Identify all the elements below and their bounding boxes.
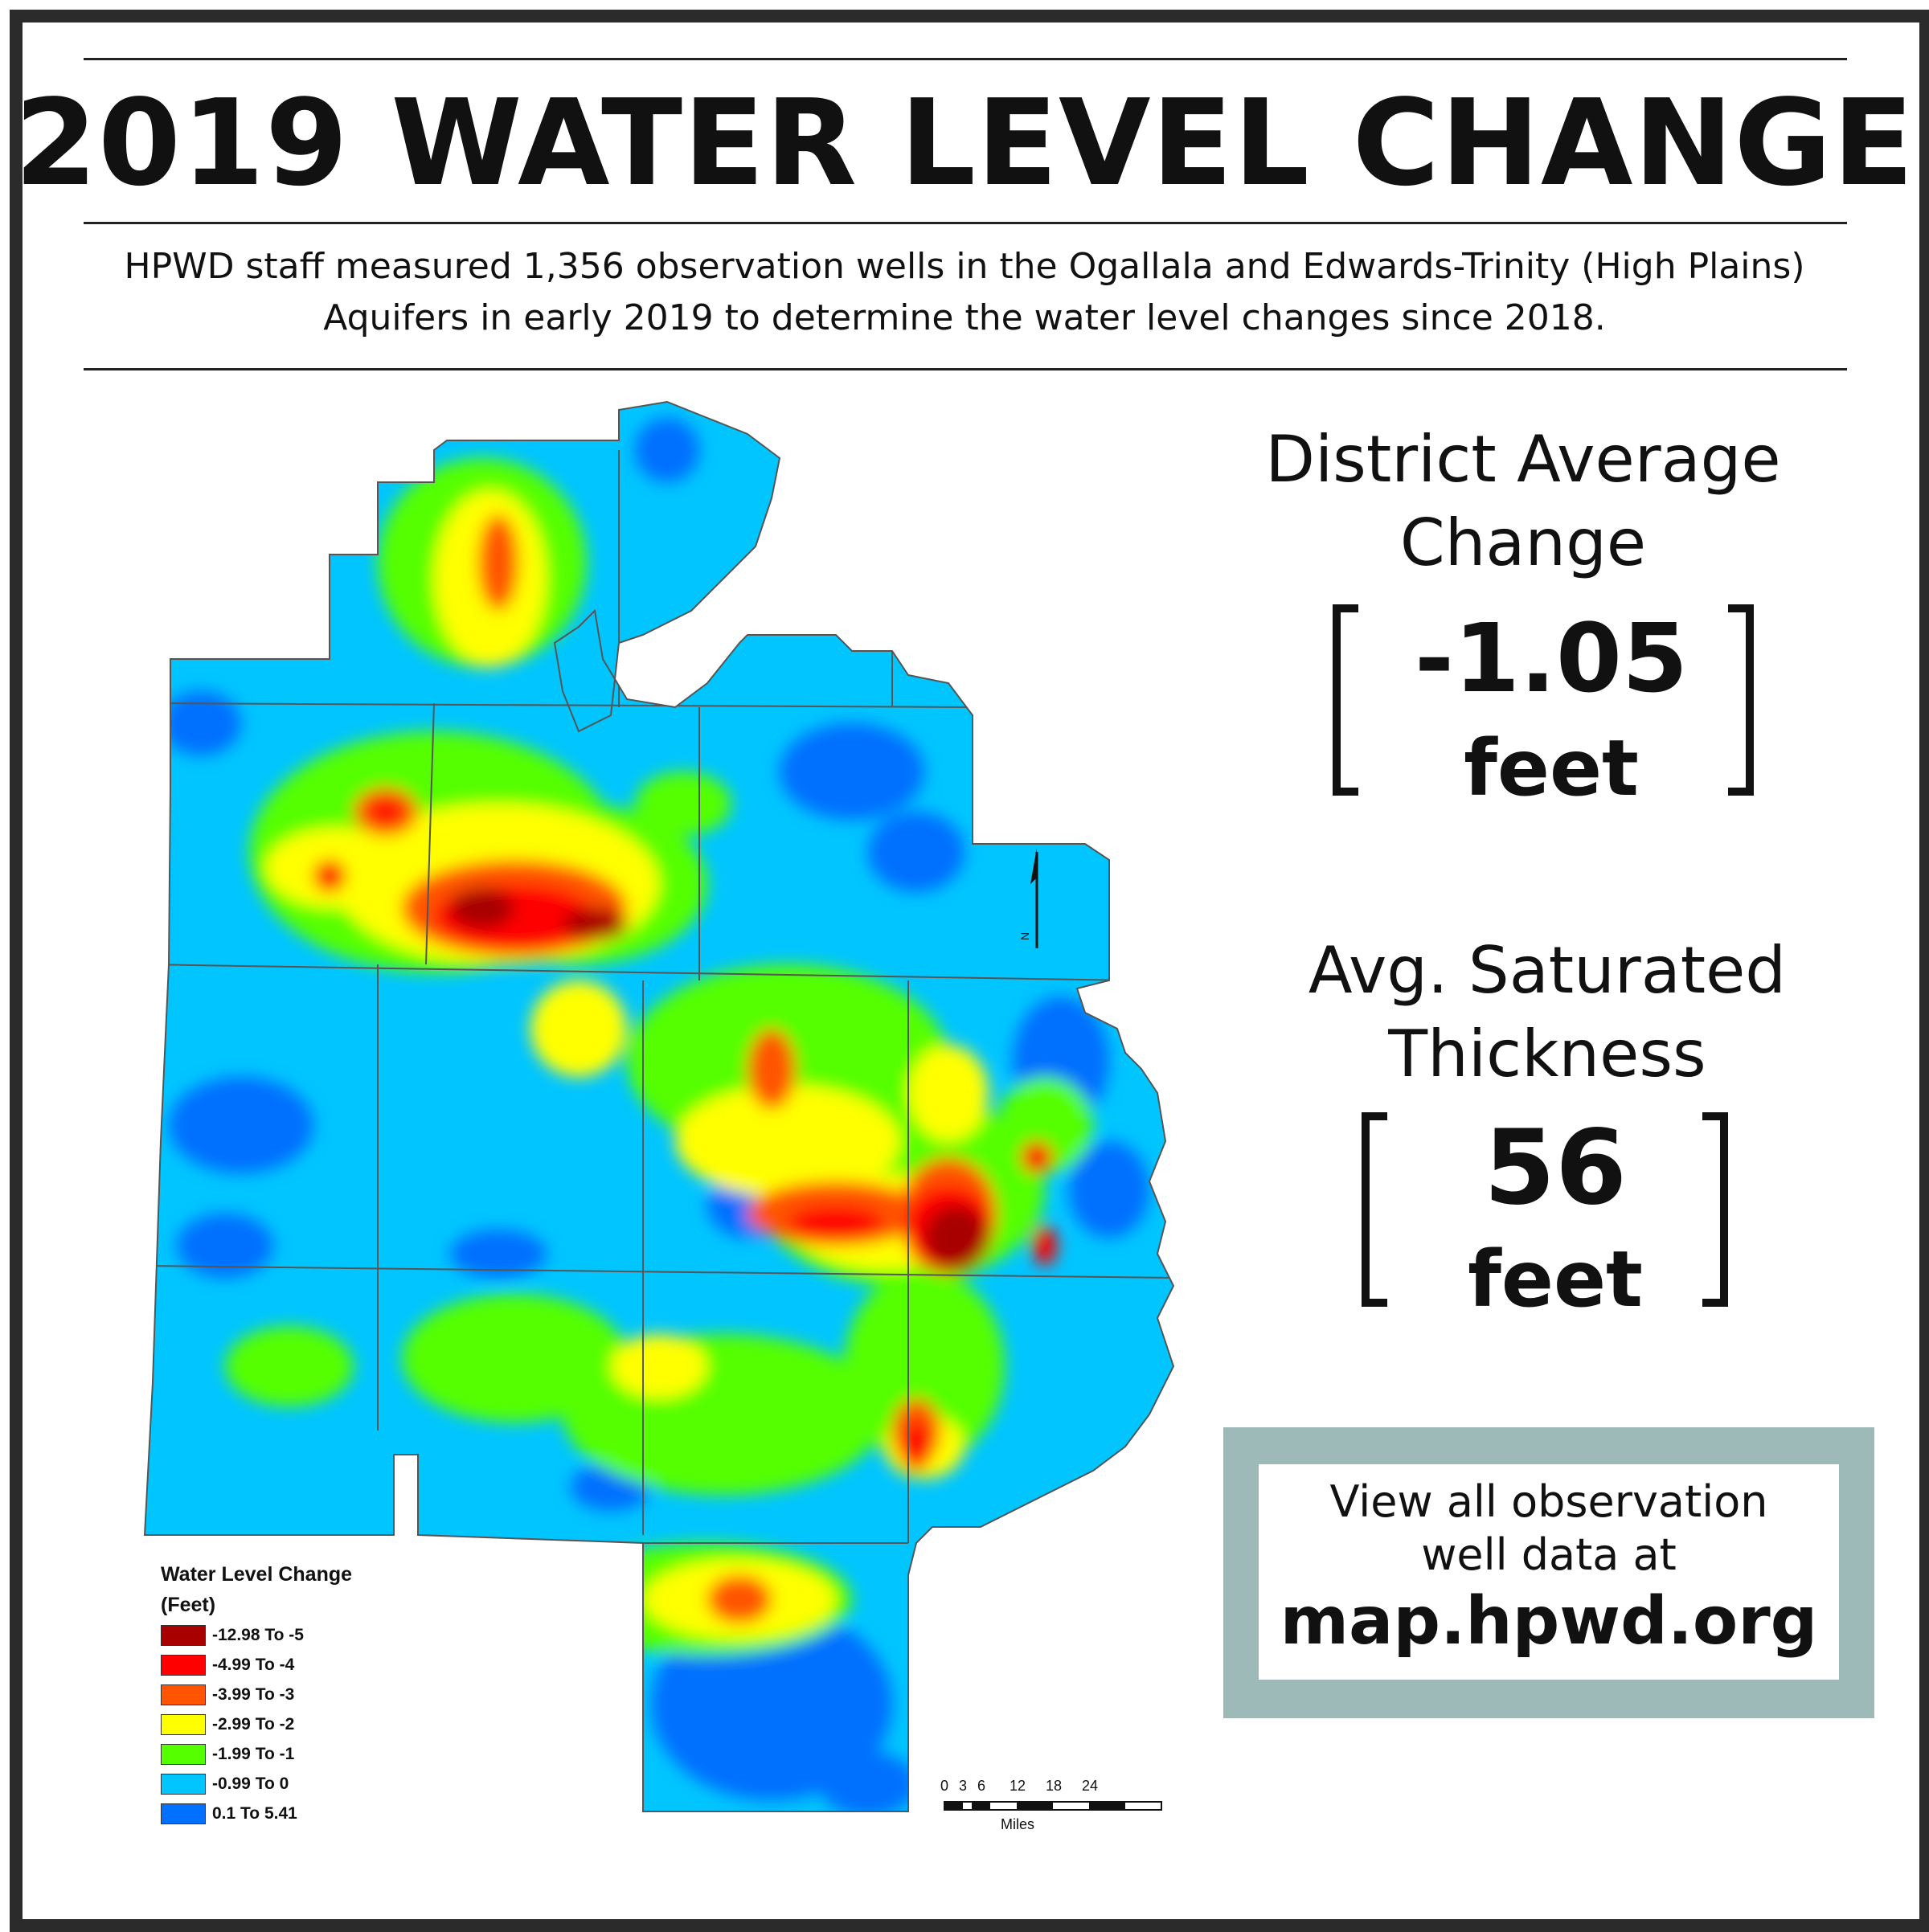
saturated-thickness-label-line-1: Avg. Saturated bbox=[1308, 933, 1787, 1008]
district-boundary bbox=[143, 400, 1175, 1812]
map-legend: Water Level Change (Feet) -12.98 To -5 -4… bbox=[161, 1559, 418, 1824]
avg-change-label-line-1: District Average bbox=[1265, 422, 1781, 497]
scale-tick-6: 6 bbox=[977, 1778, 986, 1794]
scale-tick-3: 3 bbox=[958, 1778, 968, 1794]
thickness-right-bracket bbox=[1702, 1112, 1728, 1307]
legend-label: -0.99 To 0 bbox=[212, 1774, 289, 1793]
scale-unit: Miles bbox=[1000, 1816, 1035, 1832]
link-text-line-1: View all observation bbox=[1329, 1476, 1768, 1527]
scale-tick-24: 24 bbox=[1081, 1778, 1099, 1794]
legend-label: 0.1 To 5.41 bbox=[212, 1804, 297, 1823]
north-arrow-icon: N bbox=[1018, 848, 1038, 948]
saturated-thickness-unit: feet bbox=[1468, 1234, 1643, 1324]
legend-label: -2.99 To -2 bbox=[212, 1715, 295, 1733]
legend-label: -3.99 To -3 bbox=[212, 1685, 295, 1704]
scale-tick-12: 12 bbox=[1009, 1778, 1026, 1794]
subtitle: HPWD staff measured 1,356 observation we… bbox=[72, 241, 1857, 344]
avg-change-value: -1.05 bbox=[1414, 603, 1689, 714]
legend-label: -4.99 To -4 bbox=[212, 1656, 295, 1674]
subtitle-line-1: HPWD staff measured 1,356 observation we… bbox=[124, 246, 1805, 287]
page-title: 2019 WATER LEVEL CHANGE bbox=[14, 74, 1915, 212]
avg-change-right-bracket bbox=[1728, 604, 1754, 796]
avg-change-left-bracket bbox=[1333, 604, 1358, 796]
link-text-line-2: well data at bbox=[1421, 1529, 1677, 1580]
map-link-inner: View all observation well data at map.hp… bbox=[1259, 1464, 1839, 1680]
legend-label: -12.98 To -5 bbox=[212, 1626, 304, 1644]
legend-item: -0.99 To 0 bbox=[161, 1772, 289, 1796]
legend-item: -12.98 To -5 bbox=[161, 1623, 304, 1648]
legend-swatch bbox=[161, 1774, 206, 1795]
legend-item: -3.99 To -3 bbox=[161, 1683, 294, 1707]
north-arrow-label: N bbox=[1018, 932, 1031, 940]
scale-bar: 0 3 6 12 18 24 Miles bbox=[932, 1778, 1173, 1834]
legend-item: -2.99 To -2 bbox=[161, 1713, 294, 1737]
legend-swatch bbox=[161, 1714, 206, 1735]
title-rule bbox=[84, 222, 1847, 224]
legend-label: -1.99 To -1 bbox=[212, 1745, 295, 1763]
avg-change-label: District Average Change bbox=[1222, 418, 1825, 585]
legend-item: 0.1 To 5.41 bbox=[161, 1802, 297, 1826]
legend-item: -4.99 To -4 bbox=[161, 1653, 294, 1677]
saturated-thickness-value: 56 bbox=[1483, 1108, 1628, 1228]
subtitle-line-2: Aquifers in early 2019 to determine the … bbox=[323, 297, 1606, 338]
scale-bar-graphic bbox=[944, 1801, 1162, 1811]
subtitle-rule bbox=[84, 368, 1847, 370]
avg-change-unit: feet bbox=[1464, 723, 1639, 813]
legend-swatch bbox=[161, 1655, 206, 1676]
legend-unit: (Feet) bbox=[161, 1594, 216, 1616]
legend-swatch bbox=[161, 1625, 206, 1646]
scale-tick-18: 18 bbox=[1045, 1778, 1063, 1794]
avg-change-label-line-2: Change bbox=[1399, 506, 1647, 580]
top-rule bbox=[84, 58, 1847, 60]
map-link-callout: View all observation well data at map.hp… bbox=[1223, 1427, 1874, 1718]
saturated-thickness-label: Avg. Saturated Thickness bbox=[1238, 929, 1857, 1096]
saturated-thickness-label-line-2: Thickness bbox=[1388, 1017, 1706, 1091]
map-url-link[interactable]: map.hpwd.org bbox=[1280, 1583, 1818, 1660]
legend-swatch bbox=[161, 1744, 206, 1765]
legend-swatch bbox=[161, 1684, 206, 1705]
thickness-left-bracket bbox=[1362, 1112, 1387, 1307]
legend-title: Water Level Change bbox=[161, 1563, 353, 1586]
scale-tick-0: 0 bbox=[940, 1778, 949, 1794]
legend-item: -1.99 To -1 bbox=[161, 1742, 294, 1766]
legend-swatch bbox=[161, 1803, 206, 1824]
